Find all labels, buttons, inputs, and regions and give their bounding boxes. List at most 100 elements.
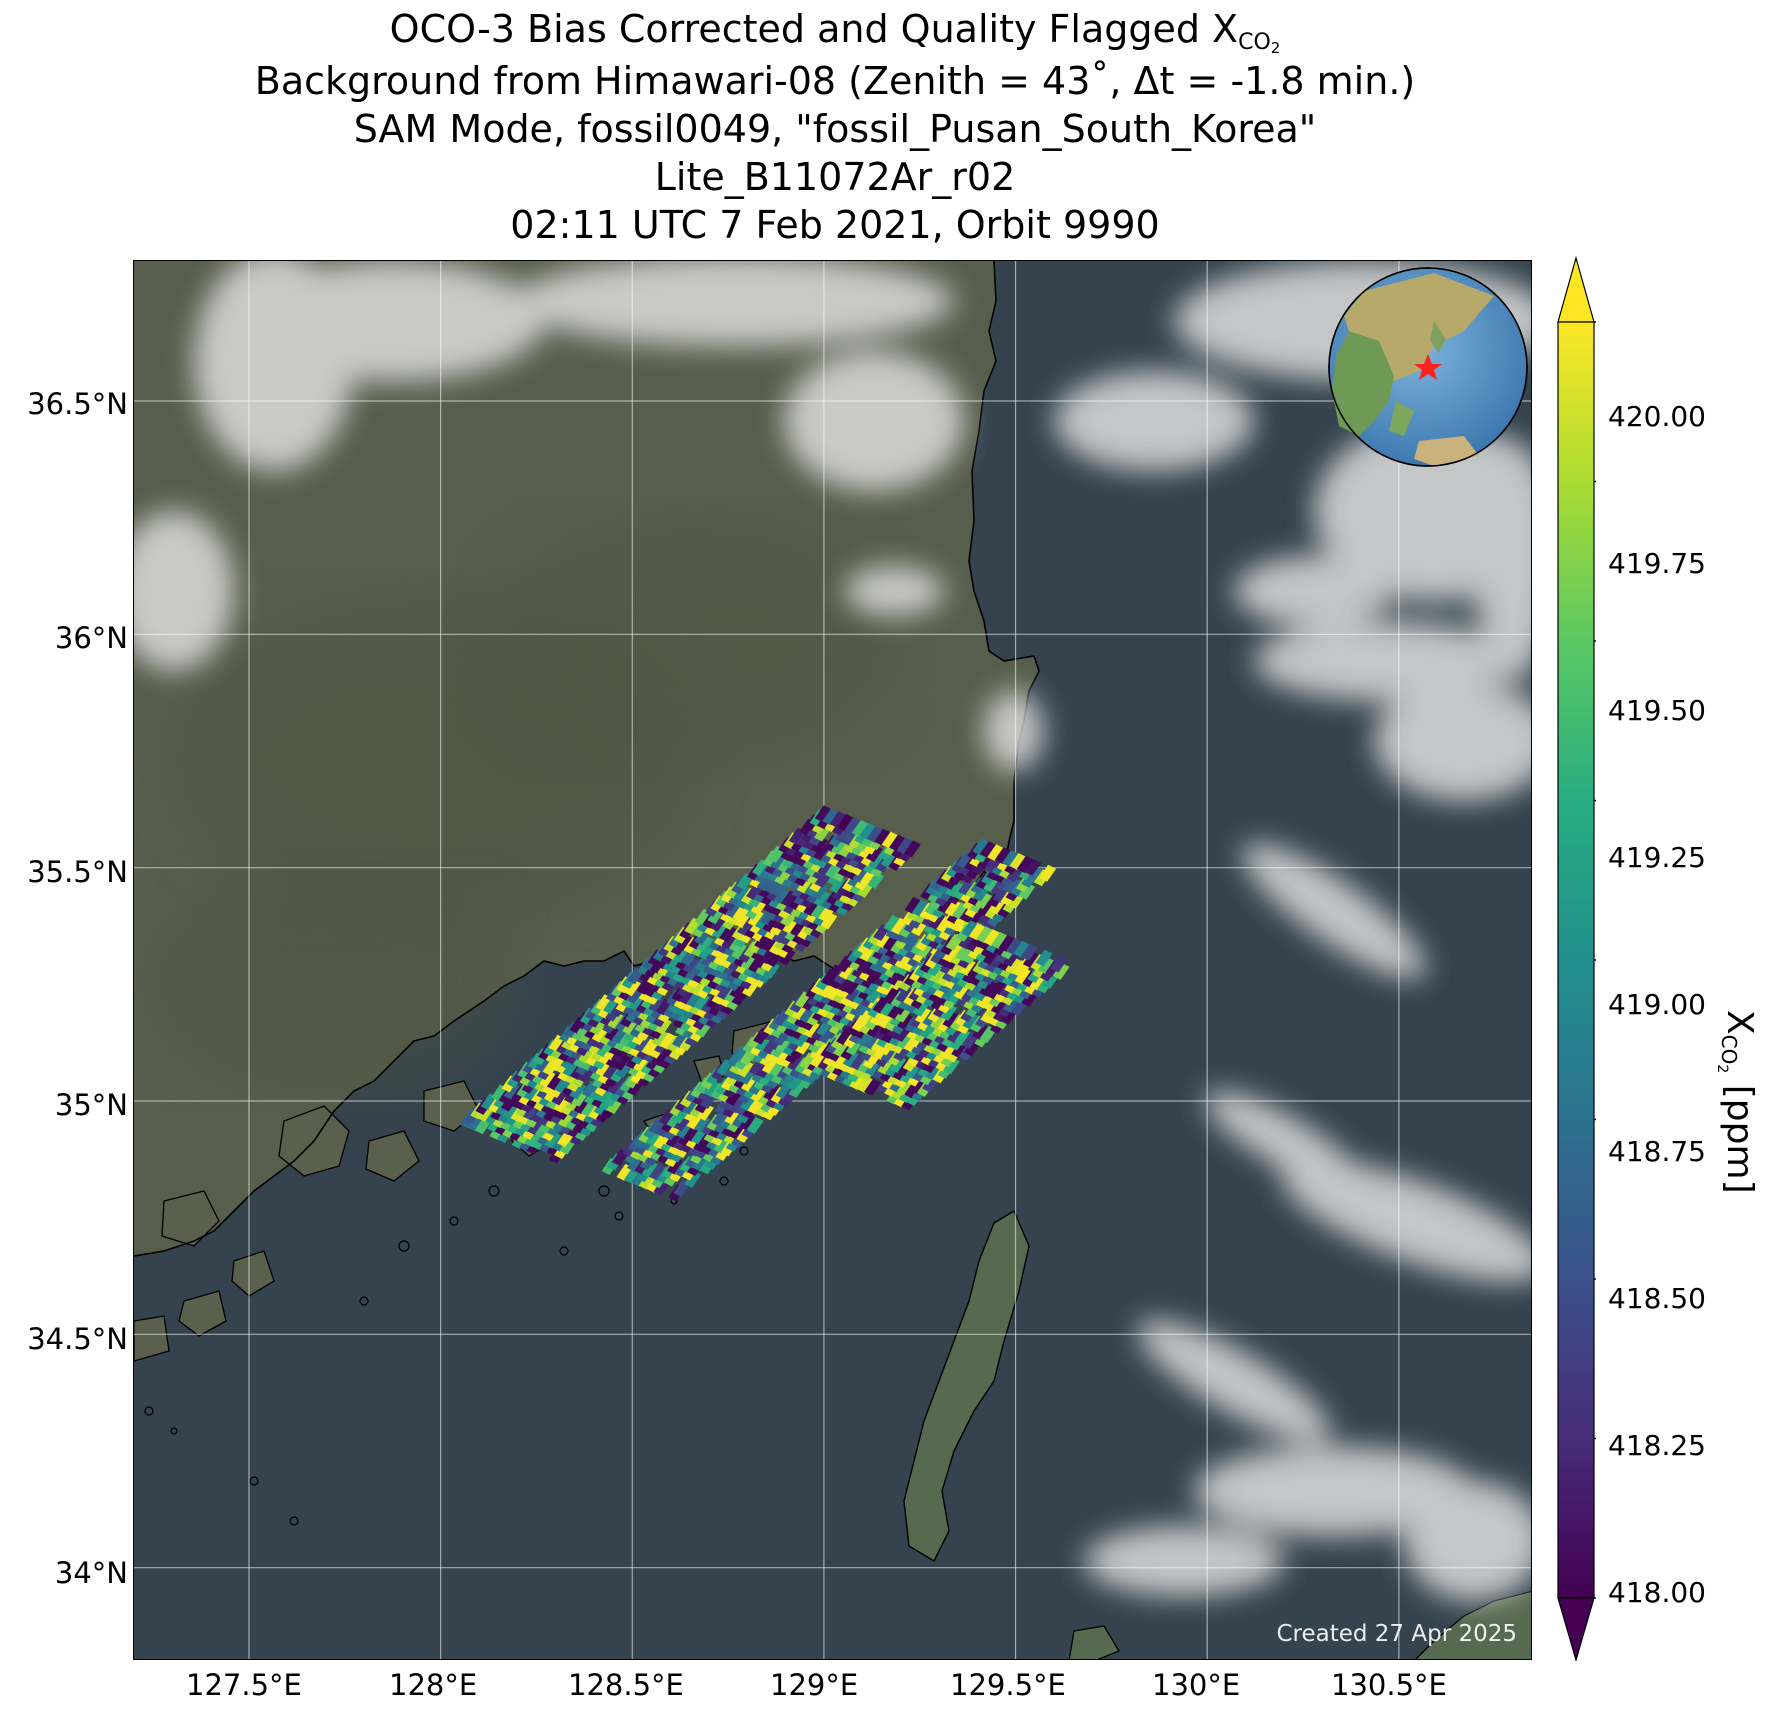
- lon-tick-label: 128.5°E: [568, 1668, 684, 1702]
- lon-tick-label: 129.5°E: [950, 1668, 1066, 1702]
- xco2-sounding: [962, 1012, 980, 1030]
- xco2-sounding: [842, 1050, 860, 1068]
- xco2-sounding: [1052, 962, 1070, 980]
- xco2-sounding: [703, 1079, 721, 1097]
- tsushima-island: [903, 1209, 1030, 1562]
- xco2-sounding: [856, 1075, 874, 1093]
- colorbar-min-extend: [1557, 1597, 1595, 1662]
- xco2-sounding: [972, 1022, 990, 1040]
- xco2-sounding: [991, 931, 1009, 949]
- title-co-sub: CO: [1238, 30, 1271, 55]
- colorbar-label-x: X: [1719, 1010, 1760, 1035]
- lat-tick-label: 36.5°N: [27, 387, 128, 421]
- xco2-sounding: [889, 834, 907, 852]
- map-canvas[interactable]: [134, 261, 1532, 1660]
- sam-swath: [459, 805, 1070, 1202]
- xco2-sounding: [731, 942, 749, 960]
- xco2-sounding: [942, 1057, 960, 1075]
- xco2-sounding: [666, 1157, 684, 1175]
- colorbar-label-2: 2: [1714, 1064, 1730, 1074]
- xco2-sounding: [719, 924, 737, 942]
- xco2-sounding: [649, 1163, 667, 1181]
- created-date-label: Created 27 Apr 2025: [1276, 1621, 1517, 1647]
- lat-tick-label: 34°N: [54, 1556, 128, 1590]
- colorbar-label-co: CO: [1717, 1034, 1741, 1065]
- xco2-sounding: [829, 876, 847, 894]
- xco2-sounding: [911, 899, 929, 917]
- xco2-sounding: [1001, 850, 1019, 868]
- xco2-sounding: [978, 979, 996, 997]
- xco2-sounding: [954, 1029, 972, 1047]
- colorbar-tick-label: 418.00: [1608, 1576, 1706, 1609]
- xco2-sounding: [998, 934, 1016, 952]
- xco2-sounding: [607, 1077, 625, 1095]
- colorbar-tick-label: 418.50: [1608, 1282, 1706, 1315]
- xco2-sounding: [539, 1070, 557, 1088]
- xco2-sounding: [881, 831, 899, 849]
- colorbar-label: XCO2 [ppm]: [1714, 1010, 1760, 1194]
- xco2-sounding: [569, 1082, 587, 1100]
- xco2-sounding: [1016, 855, 1034, 873]
- xco2-sounding: [778, 948, 796, 966]
- xco2-sounding: [503, 1082, 521, 1100]
- xco2-sounding: [696, 1103, 714, 1121]
- xco2-sounding: [904, 896, 922, 914]
- title-co2-subscript: CO2: [1238, 30, 1281, 57]
- xco2-sounding: [942, 1011, 960, 1029]
- xco2-sounding: [747, 909, 765, 927]
- xco2-sounding: [903, 840, 921, 858]
- xco2-sounding: [987, 844, 1005, 862]
- lon-tick-label: 130°E: [1152, 1668, 1241, 1702]
- xco2-sounding: [972, 838, 990, 856]
- xco2-sounding: [613, 1053, 631, 1071]
- xco2-sounding: [1018, 882, 1036, 900]
- gridlines: [134, 261, 1531, 1659]
- xco2-sounding: [961, 920, 979, 938]
- xco2-sounding: [773, 887, 791, 905]
- xco2-sounding: [676, 934, 694, 952]
- xco2-sounding: [897, 1013, 915, 1031]
- xco2-sounding: [902, 935, 920, 953]
- title-line-2: Background from Himawari-08 (Zenith = 43…: [254, 59, 1416, 103]
- xco2-sounding: [1013, 940, 1031, 958]
- title-line-4: Lite_B11072Ar_r02: [654, 155, 1016, 199]
- colorbar-tick-label: 419.50: [1608, 694, 1706, 727]
- xco2-sounding: [733, 884, 751, 902]
- xco2-sounding: [976, 926, 994, 944]
- xco2-sounding: [659, 1032, 677, 1050]
- xco2-sounding: [739, 1113, 757, 1131]
- title-2-subsub: 2: [1270, 39, 1281, 57]
- xco2-sounding: [1005, 937, 1023, 955]
- xco2-sounding: [1020, 943, 1038, 961]
- colorbar-tick-label: 418.75: [1608, 1135, 1706, 1168]
- xco2-sounding: [1003, 876, 1021, 894]
- xco2-sounding: [883, 914, 901, 932]
- title-line-3: SAM Mode, fossil0049, "fossil_Pusan_Sout…: [353, 107, 1317, 151]
- xco2-sounding: [1039, 864, 1057, 882]
- xco2-sounding: [968, 923, 986, 941]
- lat-tick-label: 35.5°N: [27, 855, 128, 889]
- xco2-sounding: [979, 841, 997, 859]
- colorbar: [1557, 256, 1596, 1662]
- xco2-sounding: [895, 986, 913, 1004]
- xco2-sounding: [803, 1021, 821, 1039]
- xco2-sounding: [641, 1160, 659, 1178]
- map-panel[interactable]: Created 27 Apr 2025: [133, 260, 1532, 1660]
- xco2-sounding: [1024, 858, 1042, 876]
- lon-tick-label: 129°E: [770, 1668, 859, 1702]
- colorbar-label-units: [ppm]: [1719, 1073, 1760, 1194]
- title-line-1: OCO-3 Bias Corrected and Quality Flagged…: [0, 6, 1670, 57]
- xco2-sounding: [864, 1078, 882, 1096]
- xco2-sounding: [983, 929, 1001, 947]
- colorbar-tick-label: 419.00: [1608, 988, 1706, 1021]
- xco2-sounding: [851, 819, 869, 837]
- xco2-sounding: [607, 1012, 625, 1030]
- xco2-sounding: [811, 882, 829, 900]
- colorbar-tick-label: 418.25: [1608, 1429, 1706, 1462]
- xco2-sounding: [896, 837, 914, 855]
- xco2-sounding: [867, 871, 885, 889]
- xco2-sounding: [736, 1060, 754, 1078]
- lon-tick-label: 130.5°E: [1331, 1668, 1447, 1702]
- xco2-sounding: [1037, 957, 1055, 975]
- colorbar-tick-label: 419.75: [1608, 547, 1706, 580]
